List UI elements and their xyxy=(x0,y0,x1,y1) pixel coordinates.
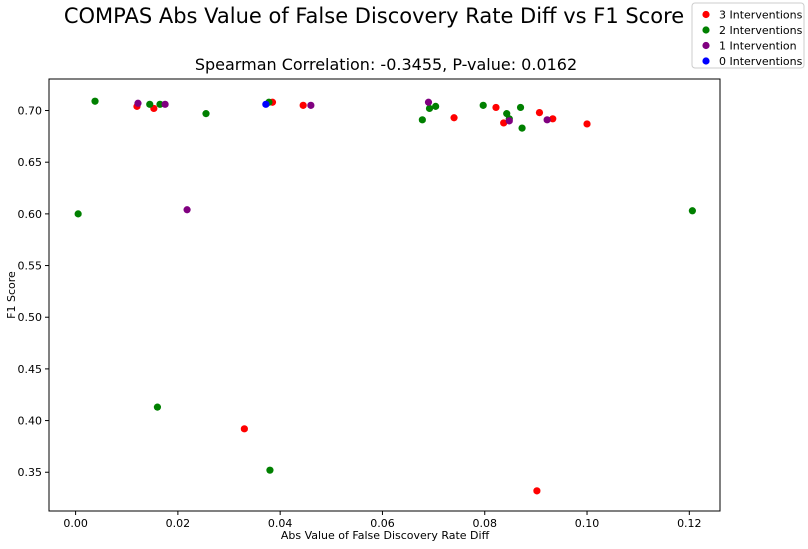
data-point xyxy=(161,100,169,108)
x-axis-label: Abs Value of False Discovery Rate Diff xyxy=(281,529,490,542)
data-point xyxy=(492,103,500,112)
y-tick-label: 0.70 xyxy=(18,105,43,118)
y-tick-label: 0.45 xyxy=(18,363,43,376)
legend-label: 0 Interventions xyxy=(719,55,803,68)
data-point xyxy=(450,114,458,122)
x-tick-label: 0.08 xyxy=(472,517,497,530)
data-point xyxy=(202,110,210,118)
legend-box xyxy=(691,2,805,69)
chart-title: COMPAS Abs Value of False Discovery Rate… xyxy=(64,4,684,28)
data-point xyxy=(688,207,696,215)
legend: 3 Interventions 2 Interventions 1 Interven… xyxy=(691,2,805,69)
data-point xyxy=(549,115,557,123)
x-tick-label: 0.00 xyxy=(63,517,88,530)
data-point xyxy=(516,103,525,112)
x-axis: 0.00 0.02 0.04 0.06 0.08 0.10 0.12 xyxy=(63,511,702,530)
legend-marker xyxy=(702,41,710,50)
data-point xyxy=(156,100,164,108)
data-point xyxy=(74,210,82,218)
data-point xyxy=(134,99,142,107)
data-point xyxy=(299,101,307,109)
legend-marker xyxy=(702,26,710,34)
x-tick-label: 0.02 xyxy=(166,517,191,530)
data-point xyxy=(153,403,162,411)
data-point xyxy=(543,116,551,124)
data-point xyxy=(432,102,440,110)
data-point xyxy=(266,466,274,474)
x-tick-label: 0.06 xyxy=(370,517,395,530)
x-tick-label: 0.10 xyxy=(575,517,600,530)
plot-area xyxy=(48,78,721,512)
y-tick-label: 0.35 xyxy=(18,466,43,479)
data-point xyxy=(240,425,248,433)
data-point xyxy=(583,120,591,128)
legend-label: 1 Intervention xyxy=(719,40,797,53)
data-point xyxy=(183,206,191,214)
y-axis: 0.35 0.40 0.45 0.50 0.55 0.60 0.65 0.70 xyxy=(18,105,49,479)
data-point xyxy=(307,101,315,109)
data-point xyxy=(533,487,541,495)
data-point xyxy=(146,100,154,108)
data-point xyxy=(505,117,513,125)
data-point xyxy=(418,116,426,124)
y-tick-label: 0.50 xyxy=(18,311,43,324)
data-point xyxy=(262,100,270,108)
data-point xyxy=(500,119,508,127)
chart-subtitle: Spearman Correlation: -0.3455, P-value: … xyxy=(195,55,577,74)
y-tick-label: 0.65 xyxy=(18,156,43,169)
y-tick-label: 0.60 xyxy=(18,208,43,221)
data-point xyxy=(518,124,526,132)
data-point xyxy=(479,101,487,109)
x-tick-label: 0.04 xyxy=(268,517,293,530)
data-points xyxy=(74,97,696,495)
legend-label: 2 Interventions xyxy=(719,24,803,37)
legend-label: 3 Interventions xyxy=(719,9,803,22)
data-point xyxy=(425,104,434,113)
data-point xyxy=(91,97,99,105)
y-tick-label: 0.40 xyxy=(18,415,43,428)
y-tick-label: 0.55 xyxy=(18,260,43,273)
x-tick-label: 0.12 xyxy=(677,517,702,530)
legend-marker xyxy=(702,57,710,65)
data-point xyxy=(424,98,433,106)
legend-marker xyxy=(702,10,710,19)
y-axis-label: F1 Score xyxy=(5,271,18,319)
data-point xyxy=(535,108,544,117)
